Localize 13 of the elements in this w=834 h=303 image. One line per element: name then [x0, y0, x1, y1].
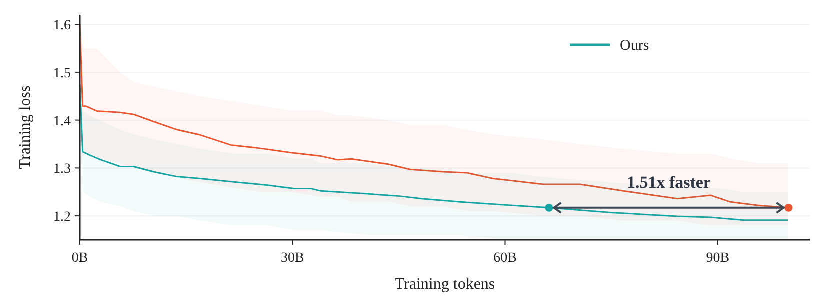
y-tick-label: 1.3 [54, 162, 71, 178]
x-axis-title: Training tokens [394, 276, 496, 293]
y-axis-title: Training loss [17, 86, 34, 170]
y-tick-label: 1.5 [54, 66, 71, 82]
x-tick-label: 90B [706, 251, 730, 266]
x-tick-label: 0B [72, 251, 88, 266]
y-tick-label: 1.6 [54, 18, 71, 34]
legend-label: Ours [620, 38, 650, 54]
annotation: 1.51x faster [626, 172, 712, 192]
x-tick-label: 30B [280, 251, 304, 266]
y-tick-label: 1.4 [54, 114, 71, 130]
y-tick-label: 1.2 [54, 210, 71, 226]
x-tick-label: 60B [494, 251, 517, 266]
